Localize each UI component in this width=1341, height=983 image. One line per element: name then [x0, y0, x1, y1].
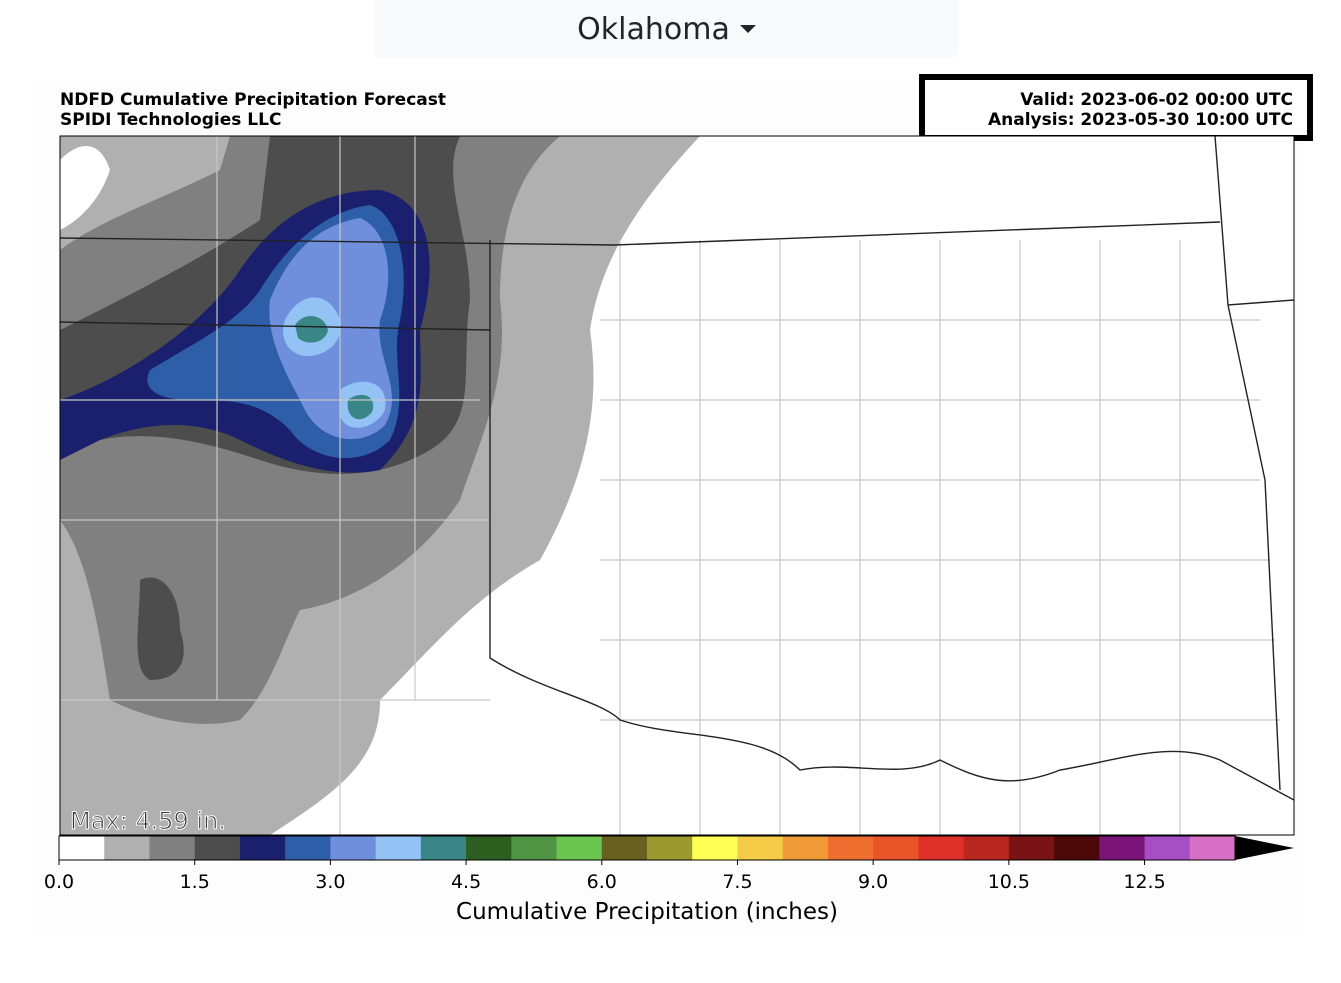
colorbar-label: Cumulative Precipitation (inches) [456, 899, 838, 925]
colorbar-tick-label: 10.5 [988, 871, 1030, 893]
colorbar-bin [59, 836, 105, 860]
state-dropdown[interactable]: Oklahoma [375, 0, 958, 58]
colorbar-bin [647, 836, 693, 860]
figure-background [32, 78, 1305, 935]
colorbar-tick-label: 7.5 [722, 871, 752, 893]
colorbar-bin [873, 836, 919, 860]
colorbar-bin [963, 836, 1010, 860]
colorbar-frame [58, 835, 1236, 861]
colorbar-bin [556, 836, 603, 860]
colorbar-bin [1144, 836, 1191, 860]
colorbar-tick-label: 4.5 [451, 871, 481, 893]
map-background [60, 136, 1294, 835]
analysis-time: Analysis: 2023-05-30 10:00 UTC [988, 110, 1293, 130]
colorbar-bin [1054, 836, 1100, 860]
figure-subtitle: SPIDI Technologies LLC [60, 110, 281, 130]
precip-field [60, 136, 700, 835]
colorbar-bin [194, 836, 241, 860]
valid-time: Valid: 2023-06-02 00:00 UTC [1020, 90, 1293, 110]
colorbar-tick-label: 3.0 [315, 871, 345, 893]
map-frame [59, 135, 1295, 836]
max-label: Max: 4.59 in. [70, 807, 226, 835]
figure-title: NDFD Cumulative Precipitation Forecast [60, 90, 446, 110]
colorbar-bin [601, 836, 648, 860]
colorbar-bin [420, 836, 467, 860]
colorbar: 0.0 1.5 3.0 4.5 6.0 7.5 9.0 10.5 12.5 [44, 835, 1294, 893]
colorbar-bin [1189, 836, 1236, 860]
colorbar-tick-label: 6.0 [587, 871, 617, 893]
colorbar-bin [1008, 836, 1055, 860]
colorbar-bin [239, 836, 286, 860]
colorbar-tick-label: 1.5 [180, 871, 210, 893]
dropdown-label: Oklahoma [577, 11, 730, 47]
colorbar-tick-label: 9.0 [858, 871, 888, 893]
colorbar-bin [285, 836, 331, 860]
colorbar-bin [104, 836, 150, 860]
colorbar-bin [149, 836, 196, 860]
colorbar-bin [782, 836, 829, 860]
map: Max: 4.59 in. [59, 135, 1295, 836]
colorbar-bin [692, 836, 738, 860]
colorbar-tick-label: 12.5 [1123, 871, 1165, 893]
colorbar-bin [1099, 836, 1146, 860]
colorbar-bin [918, 836, 965, 860]
colorbar-extension [1235, 836, 1294, 860]
caret [739, 25, 756, 33]
colorbar-tick-label: 0.0 [44, 871, 74, 893]
colorbar-bin [737, 836, 784, 860]
valid-box [919, 74, 1313, 141]
boundaries [60, 136, 1294, 835]
colorbar-bin [330, 836, 377, 860]
colorbar-bin [375, 836, 422, 860]
colorbar-bin [511, 836, 558, 860]
colorbar-bin [466, 836, 512, 860]
colorbar-bin [827, 836, 874, 860]
